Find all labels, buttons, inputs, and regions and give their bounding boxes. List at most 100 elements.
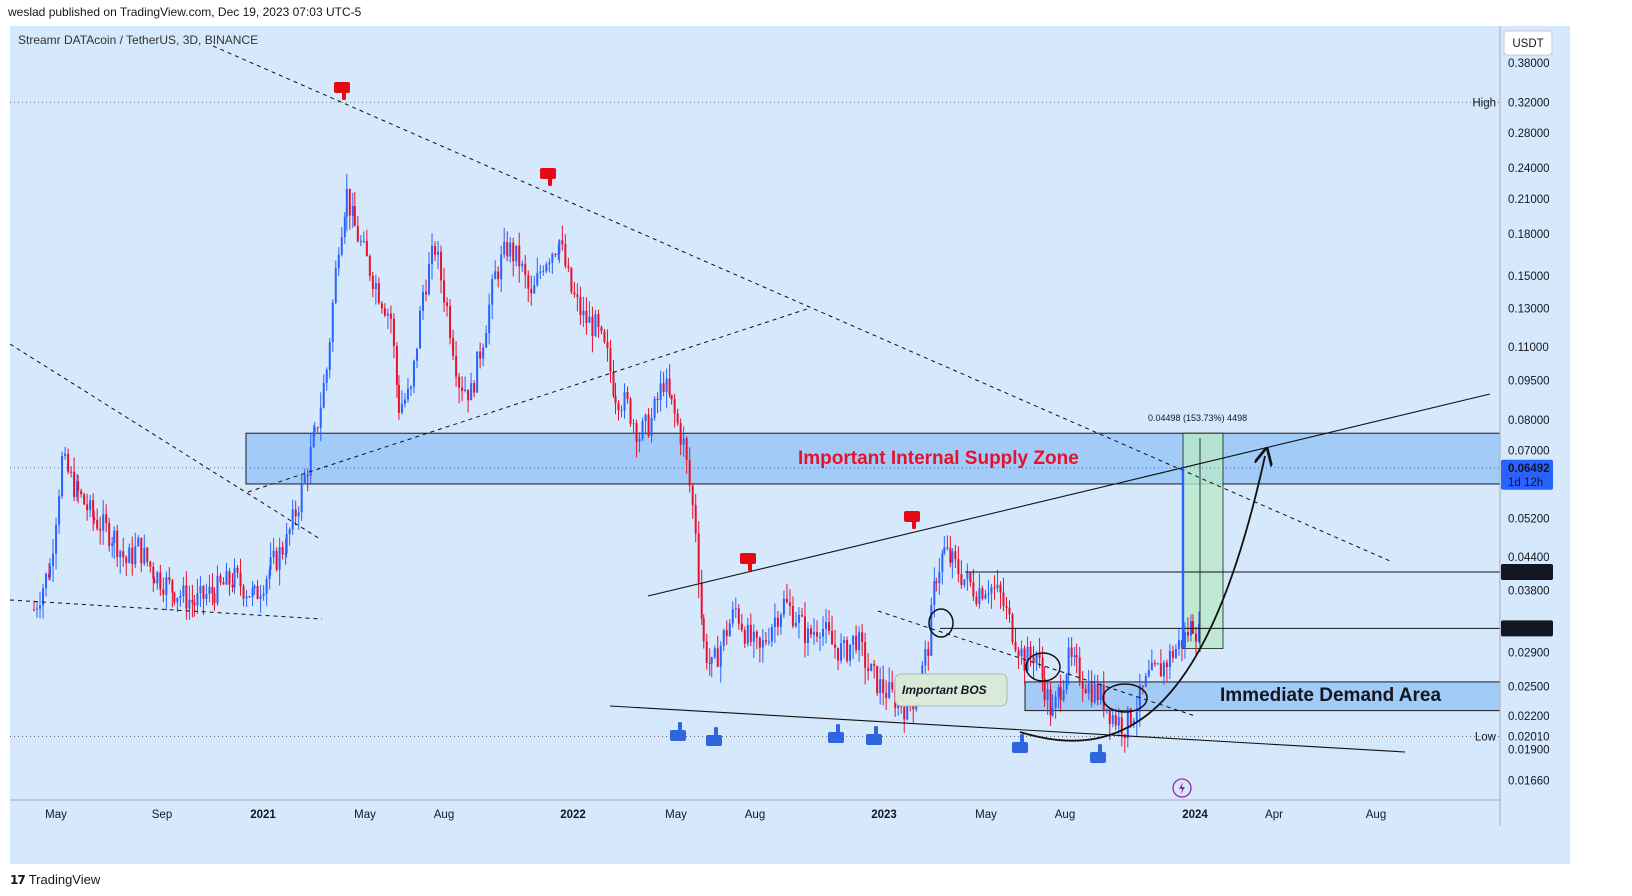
thumbs-down-icon — [334, 82, 350, 100]
bos-label-box — [894, 673, 1008, 707]
candle-body — [515, 245, 518, 262]
price-chart[interactable]: Important BOS Important Internal Supply … — [10, 26, 1570, 864]
trendline-left-down — [10, 343, 321, 540]
candle-body — [397, 384, 400, 413]
candle-body — [83, 494, 86, 505]
candle-body — [719, 645, 722, 667]
candle-body — [343, 216, 346, 237]
candle-body — [331, 302, 334, 343]
candle-body — [61, 455, 64, 497]
candle-body — [506, 241, 509, 257]
candle-body — [152, 566, 155, 580]
candle-body — [1065, 674, 1068, 690]
price-tick-label: 0.05200 — [1508, 514, 1550, 526]
candle-body — [500, 254, 503, 280]
time-tick-label: Aug — [745, 809, 765, 821]
candle-body — [816, 632, 819, 637]
tradingview-logo[interactable]: 17 TradingView — [10, 872, 100, 887]
candle-body — [428, 264, 431, 295]
candle-body — [876, 665, 879, 694]
candle-body — [849, 644, 852, 661]
candle-body — [656, 398, 659, 400]
candle-body — [322, 382, 325, 408]
candle-body — [755, 631, 758, 638]
thumbs-up-icon — [866, 726, 882, 745]
last-price-countdown: 1d 12h — [1508, 477, 1543, 489]
candle-body — [116, 530, 119, 558]
candle-body — [782, 598, 785, 615]
candle-body — [803, 616, 806, 644]
candle-body — [702, 618, 705, 642]
candle-body — [482, 347, 485, 359]
candle-body — [281, 547, 284, 555]
time-tick-label: 2022 — [560, 809, 586, 821]
candle-body — [216, 575, 219, 604]
time-axis[interactable]: May Sep 2021 May Aug 2022 May Aug 2023 May Aug 2024… — [45, 809, 1386, 821]
candle-body — [188, 599, 191, 609]
candle-body — [208, 586, 211, 594]
candle-body — [245, 596, 248, 599]
candle-body — [449, 306, 452, 339]
candle-body — [888, 682, 891, 698]
symbol-title: Streamr DATAcoin / TetherUS, 3D, BINANCE — [18, 33, 258, 47]
candle-body — [191, 599, 194, 603]
candle-body — [597, 314, 600, 327]
candle-body — [806, 628, 809, 644]
candle-body — [641, 420, 644, 439]
candle-body — [425, 291, 428, 295]
candle-body — [251, 588, 254, 597]
candle-body — [337, 254, 340, 269]
candle-body — [591, 316, 594, 337]
candle-body — [491, 279, 494, 305]
currency-box[interactable] — [1503, 30, 1553, 56]
candle-body — [623, 392, 626, 411]
candle-body — [993, 587, 996, 589]
candle-body — [716, 648, 719, 667]
candle-body — [694, 504, 697, 534]
candle-body — [1096, 683, 1099, 701]
candle-body — [1150, 662, 1153, 671]
candle-body — [576, 294, 579, 297]
candle-body — [809, 628, 812, 635]
candle-body — [49, 565, 52, 578]
candle-body — [527, 275, 530, 289]
candle-body — [412, 360, 415, 387]
candle-body — [670, 394, 673, 400]
candle-body — [951, 551, 954, 563]
candle-body — [105, 514, 108, 523]
candle-body — [620, 410, 623, 412]
candle-body — [1029, 646, 1032, 658]
candle-body — [303, 474, 306, 484]
candle-body — [383, 308, 386, 316]
candle-body — [1087, 683, 1090, 694]
candle-body — [1099, 684, 1102, 701]
candle-body — [761, 640, 764, 648]
candle-body — [374, 283, 377, 289]
candle-body — [228, 571, 231, 585]
candle-body — [1002, 592, 1005, 606]
candle-body — [966, 572, 969, 580]
candle-body — [536, 272, 539, 286]
candle-body — [92, 500, 95, 518]
candle-body — [319, 407, 322, 428]
candle-body — [609, 348, 612, 372]
tradingview-logo-text: TradingView — [28, 872, 101, 887]
candle-body — [222, 582, 225, 585]
candle-body — [1070, 647, 1073, 657]
candle-body — [972, 582, 975, 597]
candle-body — [1105, 708, 1108, 711]
candle-body — [996, 584, 999, 589]
candle-body — [446, 302, 449, 307]
candle-body — [1153, 662, 1156, 665]
candle-body — [168, 577, 171, 581]
price-axis[interactable]: 0.38000 0.28000 0.24000 0.21000 0.18000 0.150… — [1472, 58, 1553, 787]
candle-body — [864, 642, 867, 668]
candle-body — [708, 662, 711, 664]
candle-body — [80, 490, 83, 495]
price-tick-label: 0.08000 — [1508, 415, 1550, 427]
projection-curve-arrow — [1019, 456, 1265, 742]
candle-body — [70, 471, 73, 473]
candle-body — [55, 524, 58, 554]
candle-body — [594, 314, 597, 337]
candle-body — [1111, 715, 1114, 724]
